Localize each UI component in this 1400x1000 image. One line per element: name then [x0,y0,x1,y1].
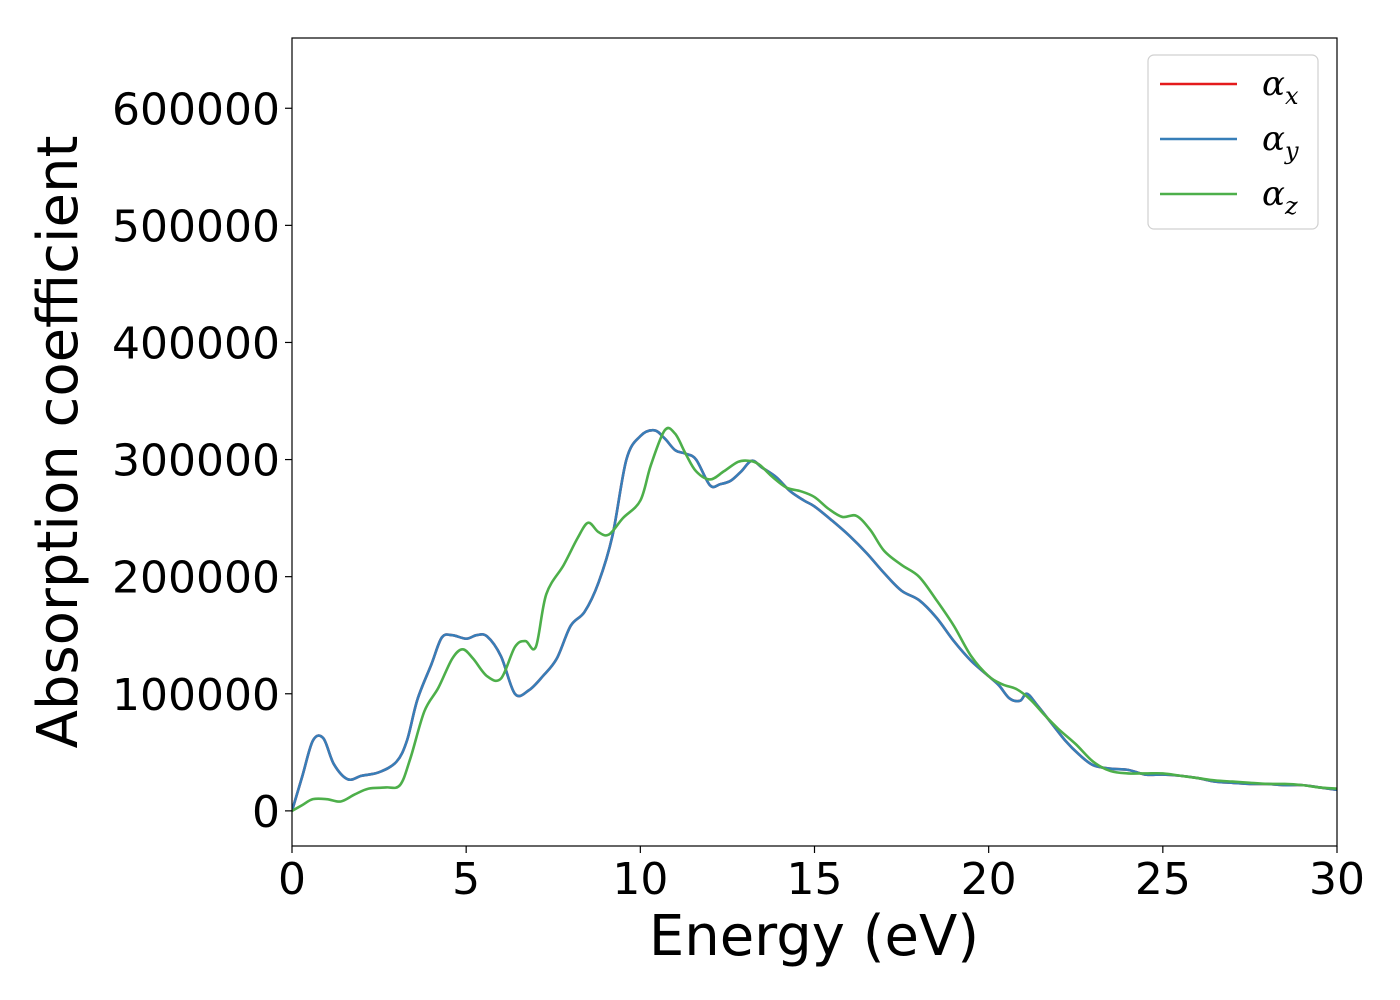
legend-label-y: αy [1262,119,1299,165]
x-tick-label: 5 [452,854,480,905]
legend-symbol: α [1262,174,1285,214]
legend-subscript: x [1285,82,1299,110]
legend-subscript: z [1284,192,1298,220]
legend-symbol: α [1262,119,1285,159]
y-tick-label: 600000 [112,84,280,135]
y-axis: 0 100000 200000 300000 400000 500000 600000 [112,84,292,838]
legend-label-z: αz [1262,174,1298,220]
x-axis-label: Energy (eV) [649,904,979,969]
x-tick-label: 15 [787,854,843,905]
y-tick-label: 100000 [112,670,280,721]
x-axis: 0 5 10 15 20 25 30 [278,846,1365,905]
legend-frame [1147,54,1319,230]
x-tick-label: 0 [278,854,306,905]
y-tick-label: 200000 [112,553,280,604]
x-tick-label: 30 [1309,854,1365,905]
series-line-z [292,426,1337,813]
y-tick-label: 500000 [112,201,280,252]
series-lines [292,426,1337,813]
x-tick-label: 10 [612,854,668,905]
legend-symbol: α [1262,64,1285,104]
y-tick-label: 400000 [112,318,280,369]
legend-label-x: αx [1262,64,1299,110]
x-tick-label: 20 [961,854,1017,905]
y-axis-label: Absorption coefficient [26,136,91,749]
x-tick-label: 25 [1135,854,1191,905]
legend-subscript: y [1284,137,1299,165]
y-tick-label: 300000 [112,436,280,487]
y-tick-label: 0 [252,787,280,838]
